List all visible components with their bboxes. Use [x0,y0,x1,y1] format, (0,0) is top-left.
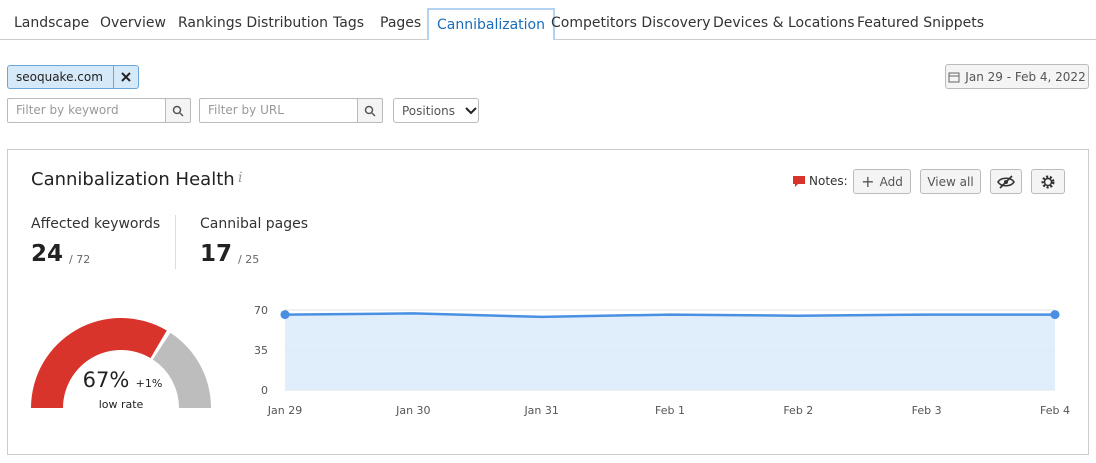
keyword-filter[interactable]: Filter by keyword [7,98,166,123]
panel [7,149,1089,455]
x-tick-label: Jan 29 [267,404,302,417]
hide-notes-button[interactable] [990,169,1022,194]
domain: seoquake.com [16,70,103,84]
notes-icon [793,176,805,187]
positions: Positions [402,103,455,118]
gauge-value-arc [31,318,167,408]
gauge-caption: low rate [99,398,144,411]
tab[interactable]: Overview [100,15,166,31]
gauge-change: +1% [136,377,163,390]
tab[interactable]: Devices & Locations [713,15,855,31]
metric-value: 24 [31,241,64,267]
tab[interactable]: Cannibalization [427,8,555,40]
chart: 67% +1% low rate 0 35 70 Jan 29 Jan 30 Jan 31 Feb… [31,304,1070,417]
search-button[interactable] [357,98,383,123]
metric-label: Affected keywords [31,216,161,232]
search-button[interactable] [165,98,191,123]
notes-label: Notes: [809,174,848,188]
panel-title: Cannibalization Health [31,169,235,190]
positions-dropdown[interactable]: Positions [393,98,479,123]
y-tick-label: 70 [254,304,268,317]
date-picker[interactable]: Jan 29 - Feb 4, 2022 [945,64,1089,89]
metric-total: / 25 [238,253,260,266]
domain-chip[interactable]: seoquake.com [7,65,139,89]
tab[interactable]: Competitors Discovery [551,15,711,31]
metric-label: Cannibal pages [200,216,309,232]
add-label: Add [879,174,903,189]
x-tick-label: Feb 4 [1040,404,1070,417]
point [1050,310,1060,320]
area [285,313,1055,390]
y-tick-label: 0 [261,384,268,397]
tab[interactable]: Landscape [14,15,90,31]
view-all-button[interactable]: View all [920,169,981,194]
x-tick-label: Feb 2 [783,404,813,417]
gauge-rest-arc [152,332,211,408]
calendar-icon [948,72,960,82]
tab[interactable]: Featured Snippets [857,15,985,31]
tab[interactable]: Pages [380,15,422,31]
x-tick-label: Feb 3 [912,404,942,417]
point [280,310,290,320]
settings-button[interactable] [1031,169,1065,194]
info-icon[interactable]: i [238,170,243,186]
metric-value: 17 [200,241,233,267]
x-tick-label: Jan 31 [523,404,558,417]
x-tick-label: Feb 1 [655,404,685,417]
url-filter[interactable]: Filter by URL [199,98,358,123]
remove-icon[interactable] [113,65,138,89]
x-tick-label: Jan 30 [395,404,430,417]
tab[interactable]: Tags [333,15,364,31]
y-tick-label: 35 [254,344,268,357]
date-range: Jan 29 - Feb 4, 2022 [965,69,1086,84]
metric-total: / 72 [69,253,91,266]
tab[interactable]: Rankings Distribution [178,15,329,31]
line [284,312,1055,319]
add-button[interactable]: + Add [853,169,911,194]
gauge-value: 67% [83,368,130,392]
metric-divider [175,215,176,269]
